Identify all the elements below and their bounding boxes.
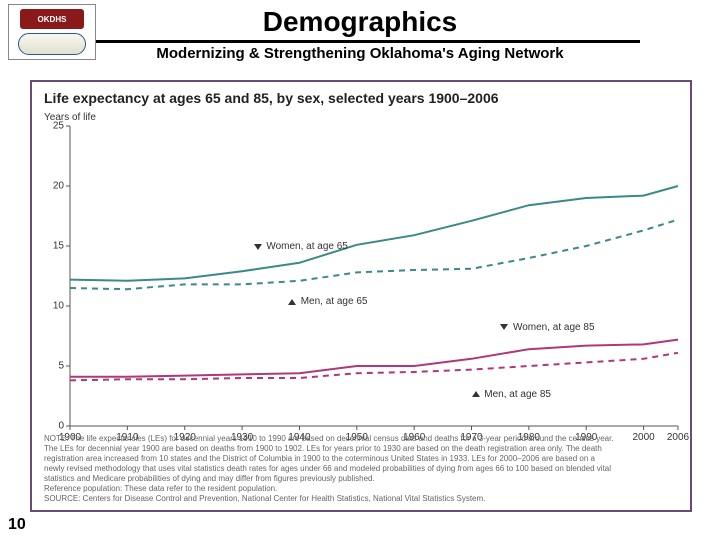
okdhs-logo: OKDHS [8, 4, 96, 60]
series-label: Men, at age 65 [288, 296, 368, 307]
y-tick-label: 25 [44, 121, 64, 132]
y-tick-label: 5 [44, 361, 64, 372]
y-tick-label: 0 [44, 421, 64, 432]
logo-badge: OKDHS [20, 9, 84, 29]
chart-svg [70, 126, 678, 426]
slide-title: Demographics [0, 0, 720, 38]
chart-frame: Life expectancy at ages 65 and 85, by se… [30, 80, 692, 512]
series-label: Men, at age 85 [472, 389, 552, 400]
chart-title: Life expectancy at ages 65 and 85, by se… [44, 90, 499, 106]
slide-number: 10 [8, 516, 26, 534]
logo-emblem [18, 33, 86, 55]
title-underline [80, 40, 640, 43]
slide-subtitle: Modernizing & Strengthening Oklahoma's A… [0, 45, 720, 62]
y-tick-label: 15 [44, 241, 64, 252]
chart-plot-area [70, 126, 678, 426]
slide-header: OKDHS Demographics Modernizing & Strengt… [0, 0, 720, 72]
series-label: Women, at age 65 [254, 241, 348, 252]
series-label: Women, at age 85 [500, 322, 594, 333]
y-tick-label: 10 [44, 301, 64, 312]
chart-note: NOTE: The life expectancies (LEs) for de… [44, 434, 678, 504]
y-tick-label: 20 [44, 181, 64, 192]
